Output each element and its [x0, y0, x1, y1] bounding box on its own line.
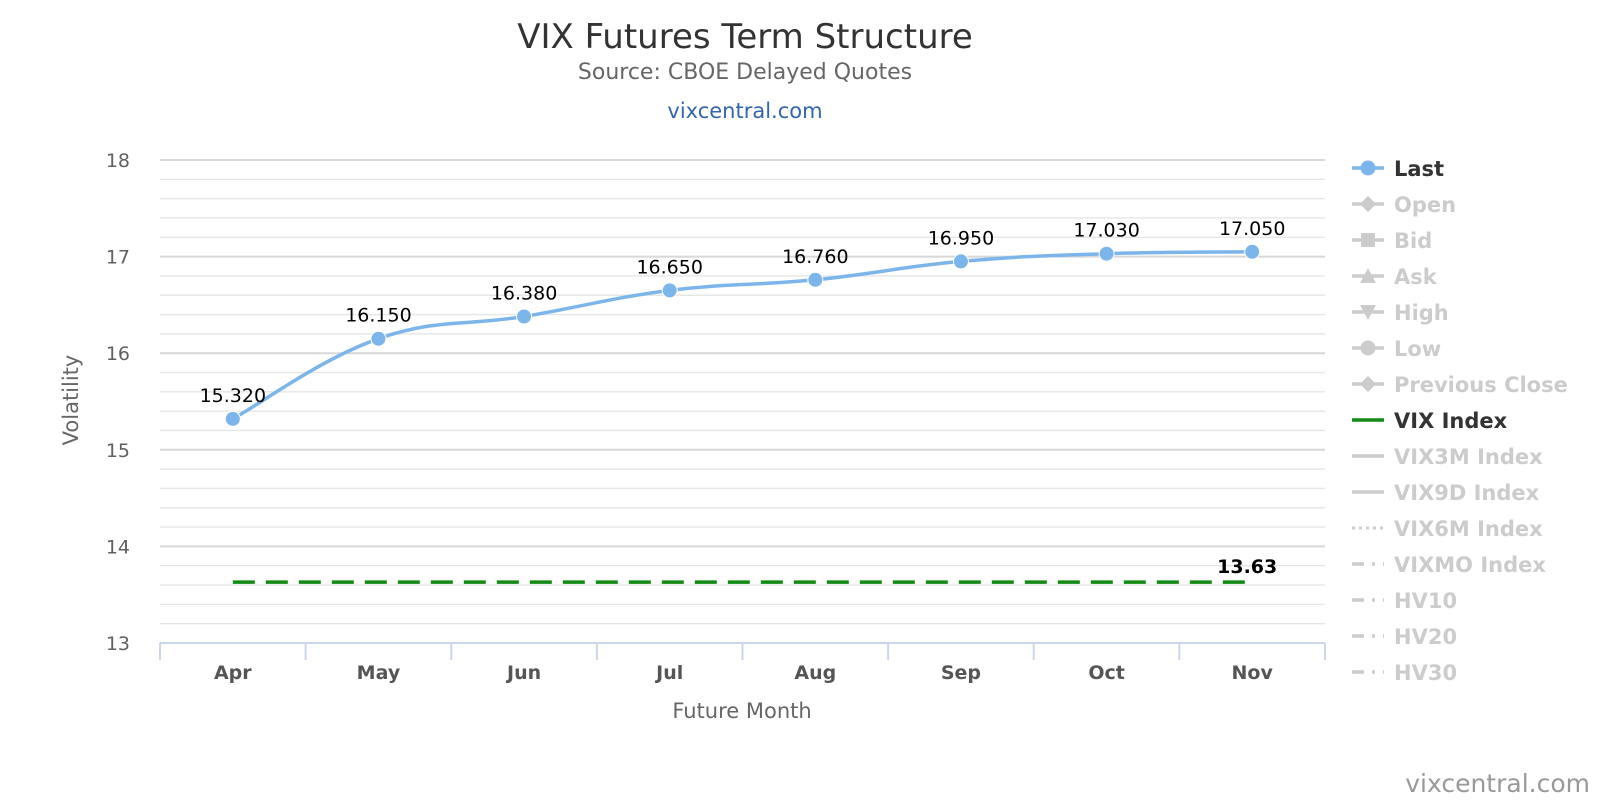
chart-subtitle: Source: CBOE Delayed Quotes: [578, 60, 912, 85]
credit-link[interactable]: vixcentral.com: [1405, 769, 1590, 798]
series-vix-index: 13.63: [232, 556, 1277, 584]
y-axis-ticks: 13 14 15 16 17 18: [106, 150, 130, 655]
y-tick-label: 15: [106, 440, 130, 462]
legend-item[interactable]: Low: [1352, 337, 1441, 361]
last-data-label: 16.950: [928, 227, 994, 249]
legend-label: VIX3M Index: [1394, 445, 1543, 469]
legend-item[interactable]: Bid: [1352, 229, 1432, 253]
legend-item[interactable]: VIX3M Index: [1352, 445, 1543, 469]
legend-triangle-icon: [1360, 268, 1376, 283]
legend-label: Previous Close: [1394, 373, 1568, 397]
site-link[interactable]: vixcentral.com: [667, 99, 822, 123]
legend-label: Low: [1394, 337, 1441, 361]
x-tick-label: Sep: [941, 662, 981, 684]
last-data-label: 15.320: [200, 385, 266, 407]
last-series-line: [231, 250, 1253, 421]
legend-item[interactable]: VIX6M Index: [1352, 517, 1543, 541]
x-tick-label: Jun: [505, 662, 541, 684]
legend-diamond-icon: [1360, 376, 1376, 392]
last-data-point[interactable]: [807, 271, 824, 288]
last-data-label: 16.650: [636, 256, 702, 278]
legend-circle-icon: [1360, 160, 1376, 176]
x-tick-label: Oct: [1088, 662, 1125, 684]
y-axis-title: Volatility: [59, 355, 83, 446]
legend-item[interactable]: VIXMO Index: [1352, 553, 1546, 577]
x-tick-label: May: [357, 662, 401, 684]
last-data-label: 17.050: [1219, 218, 1285, 240]
last-data-point[interactable]: [224, 410, 241, 427]
last-data-label: 16.150: [345, 305, 411, 327]
legend-label: VIX Index: [1394, 409, 1508, 433]
legend-item[interactable]: Open: [1352, 193, 1456, 217]
legend-circle-icon: [1360, 340, 1376, 356]
x-axis-title: Future Month: [672, 699, 811, 723]
vix-index-value-label: 13.63: [1217, 556, 1277, 578]
legend-diamond-icon: [1360, 196, 1376, 212]
last-data-label: 16.760: [782, 246, 848, 268]
legend-item[interactable]: VIX9D Index: [1352, 481, 1540, 505]
x-tick-label: Nov: [1232, 662, 1274, 684]
y-tick-label: 17: [106, 247, 130, 269]
last-data-point[interactable]: [1244, 243, 1261, 260]
legend: Last Open Bid Ask High Low Previous Close VIX I…: [1352, 157, 1568, 685]
last-data-label: 16.380: [491, 282, 557, 304]
legend-label: Ask: [1394, 265, 1438, 289]
last-data-point[interactable]: [370, 330, 387, 347]
x-tick-label: Jul: [654, 662, 683, 684]
legend-label: High: [1394, 301, 1449, 325]
legend-item[interactable]: HV20: [1352, 625, 1457, 649]
legend-item[interactable]: HV10: [1352, 589, 1457, 613]
legend-label: Bid: [1394, 229, 1432, 253]
y-tick-label: 16: [106, 343, 130, 365]
legend-item[interactable]: High: [1352, 301, 1449, 325]
y-tick-label: 14: [106, 536, 130, 558]
legend-triangle-down-icon: [1360, 305, 1376, 320]
series-last: 15.320 16.150 16.380 16.650 16.760 16.950 17.0…: [200, 218, 1285, 427]
legend-label: VIX9D Index: [1394, 481, 1540, 505]
y-tick-label: 13: [106, 633, 130, 655]
last-data-point[interactable]: [516, 308, 533, 325]
legend-item[interactable]: Ask: [1352, 265, 1438, 289]
legend-label: Last: [1394, 157, 1444, 181]
legend-label: VIX6M Index: [1394, 517, 1543, 541]
legend-item[interactable]: HV30: [1352, 661, 1457, 685]
grid-lines: [160, 159, 1325, 625]
legend-square-icon: [1361, 233, 1375, 247]
legend-label: Open: [1394, 193, 1456, 217]
legend-item[interactable]: VIX Index: [1352, 409, 1508, 433]
x-axis: Apr May Jun Jul Aug Sep Oct Nov: [159, 642, 1326, 684]
legend-item[interactable]: Last: [1352, 157, 1444, 181]
x-tick-label: Apr: [214, 662, 252, 684]
last-data-point[interactable]: [661, 282, 678, 299]
legend-label: VIXMO Index: [1394, 553, 1546, 577]
legend-label: HV20: [1394, 625, 1457, 649]
last-data-point[interactable]: [1098, 245, 1115, 262]
y-tick-label: 18: [106, 150, 130, 172]
legend-label: HV10: [1394, 589, 1457, 613]
legend-label: HV30: [1394, 661, 1457, 685]
last-data-label: 17.030: [1073, 220, 1139, 242]
legend-item[interactable]: Previous Close: [1352, 373, 1568, 397]
x-tick-label: Aug: [794, 662, 836, 684]
chart-title: VIX Futures Term Structure: [517, 17, 973, 57]
last-data-point[interactable]: [952, 253, 969, 270]
